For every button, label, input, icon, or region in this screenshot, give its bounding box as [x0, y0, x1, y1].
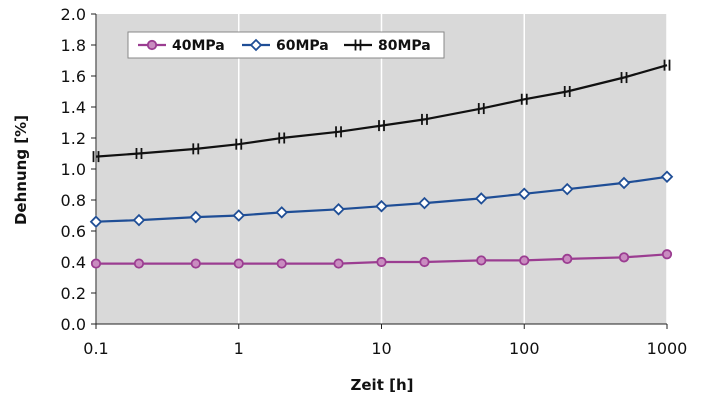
x-tick-label: 10 [371, 339, 391, 358]
y-tick-label: 0.8 [61, 191, 86, 210]
x-tick-labels: 0.1 1 10 100 1000 [83, 339, 687, 358]
series-line [95, 64, 668, 158]
data-point [233, 258, 244, 269]
data-point [520, 93, 528, 105]
data-point [278, 132, 286, 144]
data-point [275, 206, 288, 219]
y-axis-title: Dehnung [%] [12, 115, 30, 225]
legend-marker [146, 39, 158, 51]
data-point [661, 249, 673, 260]
data-point [663, 59, 671, 71]
data-point [563, 86, 571, 97]
data-point [660, 170, 674, 184]
series-40MPa [90, 249, 673, 269]
y-tick-label: 0.2 [61, 284, 86, 303]
y-tick-label: 1.2 [61, 129, 86, 148]
x-tick-label: 100 [509, 339, 540, 358]
data-point [335, 126, 342, 138]
data-point [418, 196, 431, 210]
data-point [421, 113, 428, 125]
data-point [333, 258, 344, 269]
data-point [378, 120, 385, 132]
data-point [132, 213, 146, 227]
legend-item: 60MPa [242, 38, 329, 54]
data-point [560, 182, 574, 196]
data-point [332, 203, 345, 216]
data-point [477, 103, 485, 115]
data-point [618, 252, 630, 263]
legend: 40MPa 60MPa 80MPa [127, 31, 445, 59]
data-point [190, 258, 201, 269]
data-point [517, 187, 531, 201]
legend-marker [354, 39, 362, 51]
data-point [235, 138, 243, 150]
y-tick-label: 0.6 [61, 222, 86, 241]
legend-item: 80MPa [344, 38, 431, 54]
y-tick-label: 1.4 [61, 98, 86, 117]
data-point [476, 255, 487, 266]
data-point [419, 256, 430, 268]
data-point [375, 199, 388, 213]
y-tick-label: 0.0 [61, 315, 86, 334]
legend-box [127, 31, 445, 59]
data-point [189, 210, 203, 224]
legend-label: 60MPa [276, 38, 329, 54]
series-group [89, 59, 674, 269]
data-point [562, 253, 573, 264]
x-tick-label: 1000 [647, 339, 688, 358]
data-point [135, 148, 143, 159]
x-tick-label: 1 [234, 339, 244, 358]
data-point [620, 72, 628, 84]
data-point [90, 258, 102, 269]
data-point [276, 258, 287, 269]
data-point [133, 258, 145, 269]
legend-label: 80MPa [378, 38, 431, 54]
data-point [92, 151, 100, 163]
legend-label: 40MPa [172, 38, 225, 54]
y-tick-label: 1.8 [61, 36, 86, 55]
y-tick-label: 1.0 [61, 160, 86, 179]
y-tick-labels: 0.0 0.2 0.4 0.6 0.8 1.0 1.2 1.4 1.6 1.8 2.0 [61, 5, 86, 334]
y-tick-label: 2.0 [61, 5, 86, 24]
data-point [192, 143, 200, 155]
data-point [519, 255, 530, 266]
data-point [475, 192, 488, 205]
series-80MPa [92, 59, 671, 163]
data-point [232, 209, 246, 222]
y-tick-label: 1.6 [61, 67, 86, 86]
data-point [617, 176, 631, 190]
data-point [89, 215, 103, 228]
series-60MPa [89, 170, 674, 228]
x-tick-label: 0.1 [83, 339, 108, 358]
data-point [376, 256, 387, 268]
legend-marker [249, 38, 263, 52]
y-tick-label: 0.4 [61, 253, 86, 272]
legend-item: 40MPa [138, 38, 225, 54]
x-axis-title: Zeit [h] [351, 376, 414, 394]
